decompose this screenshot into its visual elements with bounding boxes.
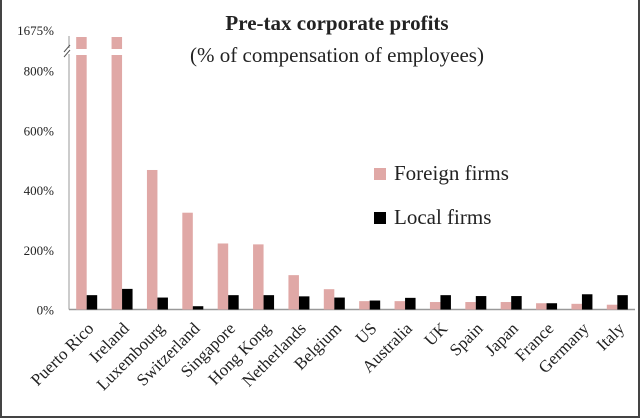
x-tick-label: Spain bbox=[446, 319, 487, 360]
bar-local bbox=[86, 295, 98, 310]
bar-local bbox=[228, 295, 239, 310]
bar-foreign bbox=[253, 244, 264, 310]
bar-foreign bbox=[217, 243, 229, 310]
bar-local bbox=[334, 297, 345, 310]
legend-label: Foreign firms bbox=[394, 161, 509, 185]
bar-foreign bbox=[394, 301, 406, 310]
bar-local bbox=[617, 295, 628, 310]
bar-local bbox=[298, 296, 310, 310]
chart-subtitle: (% of compensation of employees) bbox=[190, 43, 484, 67]
y-tick-label: 800% bbox=[24, 64, 55, 79]
bar-foreign bbox=[76, 37, 87, 310]
bar-foreign bbox=[429, 302, 441, 310]
bar-foreign bbox=[359, 301, 370, 310]
bar-foreign bbox=[146, 169, 158, 310]
bar-foreign bbox=[182, 212, 193, 310]
bar-local bbox=[475, 296, 487, 310]
bar-foreign bbox=[606, 304, 618, 310]
bar-local bbox=[581, 294, 593, 310]
bar-foreign bbox=[536, 303, 547, 310]
x-tick-label: US bbox=[352, 319, 381, 348]
bar-local bbox=[192, 306, 204, 310]
legend-label: Local firms bbox=[394, 205, 491, 229]
axis-break-mark bbox=[63, 44, 71, 53]
y-break-label: 1675% bbox=[17, 23, 54, 38]
bar-local bbox=[511, 296, 522, 310]
bar-break-gap bbox=[110, 49, 124, 55]
axis-break-mark bbox=[63, 49, 71, 58]
y-tick-label: 200% bbox=[24, 243, 55, 258]
bar-local bbox=[157, 297, 168, 310]
bar-foreign bbox=[500, 302, 512, 310]
bar-local bbox=[263, 295, 275, 310]
y-tick-label: 400% bbox=[24, 183, 55, 198]
legend-swatch bbox=[374, 168, 386, 180]
bar-local bbox=[369, 300, 381, 310]
bar-foreign bbox=[111, 37, 123, 310]
chart-title: Pre-tax corporate profits bbox=[225, 11, 448, 35]
bar-foreign bbox=[323, 289, 335, 310]
y-tick-label: 0% bbox=[37, 303, 55, 318]
legend-swatch bbox=[374, 212, 386, 224]
bar-local bbox=[122, 288, 133, 310]
bar-local bbox=[440, 295, 451, 310]
bar-foreign bbox=[571, 303, 582, 310]
bar-break-gap bbox=[75, 49, 88, 55]
bar-local bbox=[546, 303, 558, 310]
y-tick-label: 600% bbox=[24, 123, 55, 138]
x-tick-label: Italy bbox=[593, 319, 629, 355]
bar-foreign bbox=[288, 275, 299, 310]
bar-foreign bbox=[465, 302, 476, 310]
bar-local bbox=[405, 297, 416, 310]
